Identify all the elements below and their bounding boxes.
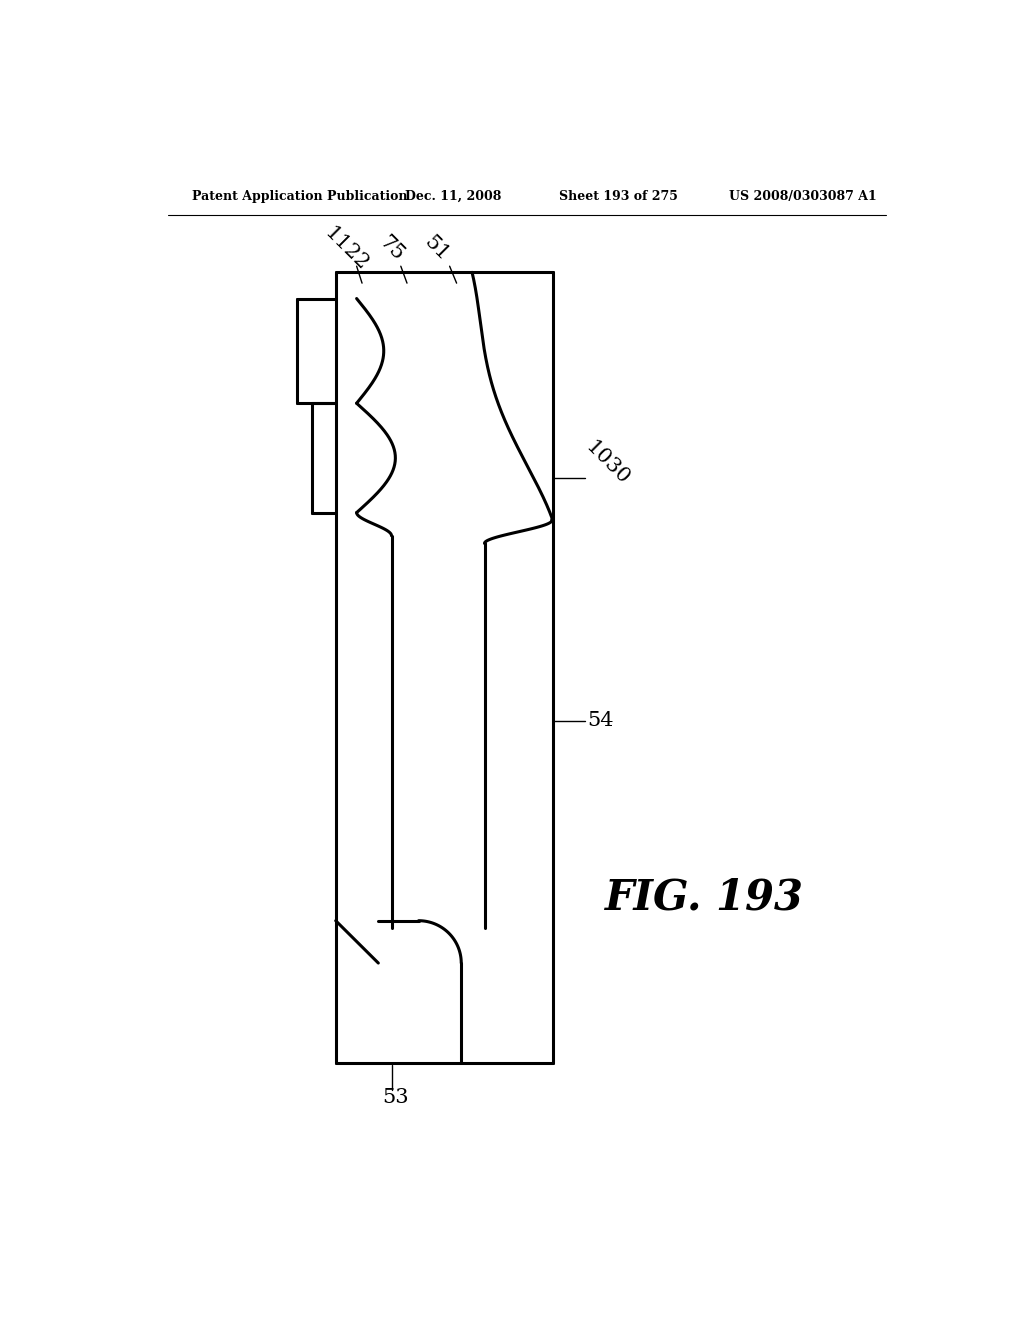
Text: 53: 53 <box>382 1088 409 1107</box>
Text: Dec. 11, 2008: Dec. 11, 2008 <box>406 190 502 203</box>
Text: US 2008/0303087 A1: US 2008/0303087 A1 <box>729 190 878 203</box>
Text: Sheet 193 of 275: Sheet 193 of 275 <box>559 190 678 203</box>
Text: 1122: 1122 <box>321 223 372 275</box>
Text: Patent Application Publication: Patent Application Publication <box>191 190 408 203</box>
Text: 1030: 1030 <box>582 437 633 488</box>
Text: FIG. 193: FIG. 193 <box>604 876 804 919</box>
Text: 51: 51 <box>420 232 453 264</box>
Text: 75: 75 <box>376 232 408 264</box>
Text: 54: 54 <box>588 711 614 730</box>
